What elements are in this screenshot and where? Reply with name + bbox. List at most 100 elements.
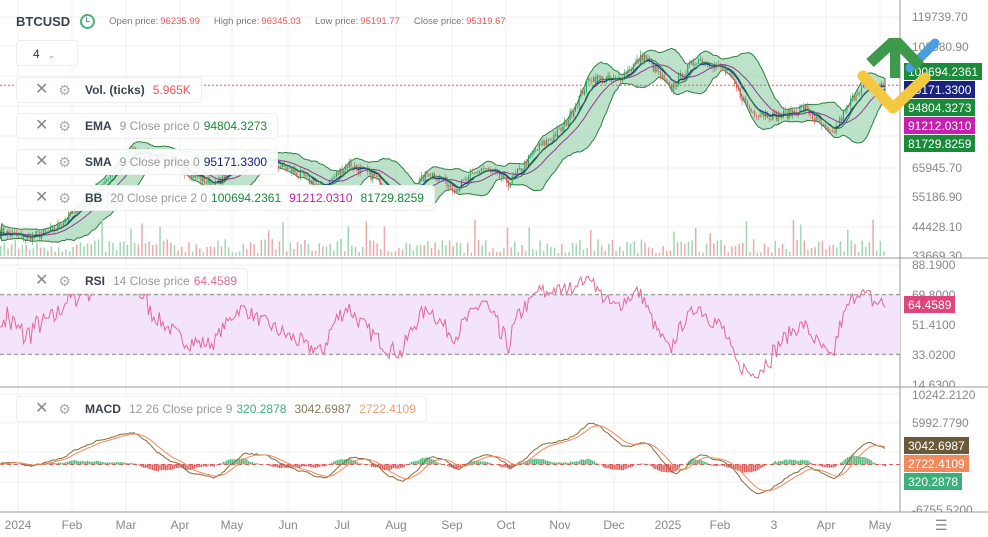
macd-histogram-bar [130,462,132,465]
candle-body [209,178,211,188]
candle-body [370,169,372,180]
candle-body [194,173,197,178]
macd-histogram-bar [255,463,257,465]
volume-bar [618,246,621,256]
candle-body [835,125,837,133]
volume-bar [199,248,201,256]
settings-sliders-icon[interactable]: ☰ [935,517,948,533]
gear-icon[interactable]: ⚙ [58,153,71,170]
macd-histogram-bar [883,464,885,466]
candle-body [844,110,846,112]
candle-body [850,99,852,106]
macd-histogram-bar [747,464,749,473]
candle-body [339,169,341,175]
volume-bar [217,240,219,256]
volume-bar [285,251,288,256]
volume-bar [586,247,588,256]
macd-histogram-bar [401,464,404,468]
close-icon[interactable]: ✕ [35,400,49,417]
volume-bar [264,239,266,256]
candle-body [220,177,222,185]
volume-bar [513,241,516,256]
candle-body [833,132,835,133]
macd-tag: 3042.6987 [904,437,969,454]
candle-body [24,239,26,241]
candle-body [712,68,714,70]
macd-histogram-bar [269,464,272,466]
volume-bar [705,243,708,256]
macd-histogram-bar [570,461,572,465]
macd-histogram-bar [732,464,735,469]
symbol-name[interactable]: BTCUSD [16,14,71,29]
macd-histogram-bar [218,463,221,465]
close-icon[interactable]: ✕ [35,272,49,289]
macd-histogram-bar [418,460,420,465]
macd-histogram-bar [608,464,610,469]
candle-body [562,126,564,132]
gear-icon[interactable]: ⚙ [58,272,71,289]
macd-histogram-bar [177,464,179,468]
macd-histogram-bar [244,458,246,465]
close-icon[interactable]: ✕ [35,81,49,98]
macd-histogram-bar [564,462,567,465]
candle-body [69,211,72,214]
candle-body [629,69,631,71]
price-axis-label: 55186.90 [912,190,963,204]
volume-bar [162,240,165,256]
candle-body [582,90,584,95]
macd-histogram-bar [481,461,483,465]
macd-histogram-bar [159,464,161,470]
macd-histogram-bar [629,464,632,468]
volume-bar [821,240,824,256]
macd-histogram-bar [551,462,554,465]
candle-body [13,232,16,233]
macd-histogram-bar [532,459,534,465]
gear-icon[interactable]: ⚙ [58,81,71,98]
candle-body [607,75,609,78]
macd-histogram-bar [83,461,85,465]
volume-bar [503,247,505,256]
macd-histogram-bar [841,461,843,465]
rsi-band [0,294,900,355]
macd-histogram-bar [655,464,657,470]
macd-histogram-bar [238,459,241,465]
interval-dropdown[interactable]: 4 ⌄ [16,40,78,66]
legend-name: BB [84,191,103,205]
volume-bar [673,231,675,256]
gear-icon[interactable]: ⚙ [58,400,71,417]
candle-body [424,171,426,182]
macd-histogram-bar [461,464,463,466]
gear-icon[interactable]: ⚙ [58,189,71,206]
volume-bar [477,239,480,256]
volume-bar [57,247,60,256]
macd-histogram-bar [503,464,505,468]
macd-histogram-bar [859,456,862,465]
candle-body [517,168,519,174]
macd-histogram-bar [850,455,853,465]
clock-icon[interactable] [80,14,96,29]
gear-icon[interactable]: ⚙ [58,117,71,134]
candle-body [585,80,587,91]
macd-histogram-bar [834,464,836,468]
macd-histogram-bar [780,461,782,465]
macd-histogram-bar [819,464,822,467]
macd-histogram-bar [374,464,377,468]
macd-histogram-bar [280,464,282,469]
macd-histogram-bar [843,459,845,465]
candle-body [374,173,376,177]
candle-body [68,211,70,220]
macd-histogram-bar [580,459,583,465]
candle-body [672,83,674,91]
macd-histogram-bar [555,462,558,465]
volume-bar [709,232,711,256]
macd-histogram-bar [465,463,467,465]
legend-volume: ✕ ⚙ Vol. (ticks) 5.965K [16,77,202,103]
macd-histogram-bar [141,464,143,467]
macd-histogram-bar [425,457,427,465]
candle-body [341,169,343,175]
close-icon[interactable]: ✕ [35,153,49,170]
close-icon[interactable]: ✕ [35,189,49,206]
close-icon[interactable]: ✕ [35,117,49,134]
candle-body [35,231,37,237]
